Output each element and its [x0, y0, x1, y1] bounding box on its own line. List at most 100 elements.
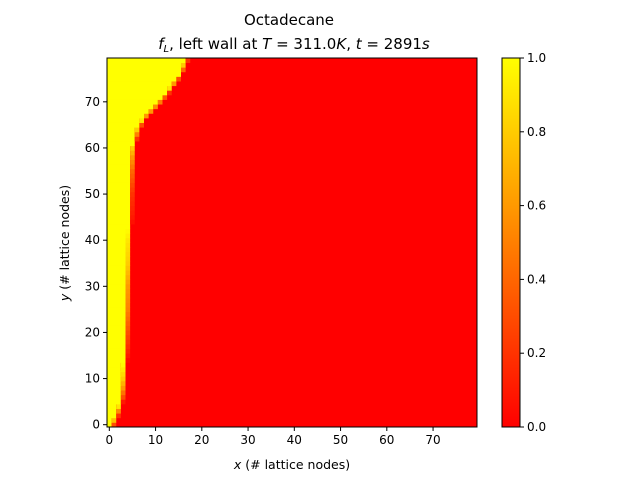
- mushy-cell: [125, 334, 131, 340]
- mushy-cell: [167, 85, 172, 91]
- liquid-row: [107, 260, 126, 266]
- liquid-row: [107, 117, 140, 123]
- liquid-row: [107, 182, 131, 188]
- plot-area: [106, 57, 478, 428]
- mushy-cell: [130, 196, 135, 202]
- liquid-row: [107, 150, 131, 156]
- liquid-row: [107, 196, 131, 202]
- liquid-row: [107, 108, 149, 114]
- mushy-cell: [120, 367, 126, 373]
- liquid-row: [107, 371, 121, 377]
- mushy-cell: [125, 284, 131, 290]
- mushy-cell: [130, 177, 135, 183]
- liquid-row: [107, 67, 181, 73]
- mushy-cell: [125, 279, 131, 285]
- y-tick-label: 40: [85, 233, 100, 247]
- liquid-row: [107, 205, 131, 211]
- mushy-cell: [130, 159, 135, 165]
- liquid-row: [107, 58, 186, 64]
- mushy-cell: [125, 251, 131, 257]
- liquid-row: [107, 316, 126, 322]
- colorbar-tick-label: 0.2: [527, 346, 546, 360]
- liquid-row: [107, 200, 131, 206]
- liquid-row: [107, 403, 117, 409]
- solid-region: [107, 58, 477, 427]
- x-tick-label: 30: [240, 433, 255, 447]
- liquid-row: [107, 104, 154, 110]
- liquid-row: [107, 348, 126, 354]
- x-tick-label: 10: [148, 433, 163, 447]
- liquid-row: [107, 164, 131, 170]
- liquid-row: [107, 279, 126, 285]
- liquid-row: [107, 376, 121, 382]
- mushy-cell: [130, 150, 135, 156]
- liquid-row: [107, 191, 131, 197]
- liquid-row: [107, 173, 131, 179]
- mushy-cell: [120, 385, 126, 391]
- mushy-cell: [130, 219, 135, 225]
- mushy-cell: [125, 311, 131, 317]
- mushy-cell: [167, 90, 172, 96]
- mushy-cell: [125, 307, 131, 313]
- mushy-cell: [153, 104, 158, 110]
- liquid-row: [107, 325, 126, 331]
- liquid-row: [107, 385, 121, 391]
- liquid-row: [107, 394, 121, 400]
- mushy-cell: [130, 187, 135, 193]
- mushy-cell: [157, 99, 163, 105]
- chart-subtitle: fL, left wall at T = 311.0K, t = 2891s: [158, 35, 430, 55]
- mushy-cell: [130, 214, 135, 220]
- liquid-row: [107, 399, 121, 405]
- y-tick-label: 20: [85, 325, 100, 339]
- mushy-cell: [144, 113, 149, 119]
- liquid-row: [107, 247, 126, 253]
- mushy-cell: [111, 422, 117, 428]
- liquid-row: [107, 113, 144, 119]
- liquid-row: [107, 122, 140, 128]
- chart-title: Octadecane: [244, 11, 334, 29]
- mushy-cell: [125, 293, 131, 299]
- x-tick-label: 20: [194, 433, 209, 447]
- liquid-row: [107, 422, 112, 428]
- liquid-row: [107, 219, 131, 225]
- mushy-cell: [120, 390, 126, 396]
- mushy-cell: [185, 58, 191, 64]
- mushy-cell: [130, 182, 135, 188]
- y-axis-ticks: 0 10 20 30 40 50 60 70: [85, 95, 107, 432]
- liquid-row: [107, 168, 131, 174]
- mushy-cell: [125, 302, 131, 308]
- y-tick-label: 0: [92, 418, 100, 432]
- mushy-cell: [125, 339, 131, 345]
- y-tick-label: 60: [85, 141, 100, 155]
- liquid-row: [107, 90, 168, 96]
- mushy-cell: [162, 94, 168, 100]
- liquid-region: [107, 58, 191, 428]
- liquid-row: [107, 85, 168, 91]
- mushy-cell: [125, 325, 131, 331]
- liquid-row: [107, 362, 121, 368]
- mushy-cell: [130, 145, 135, 151]
- mushy-cell: [116, 408, 121, 414]
- y-tick-label: 70: [85, 95, 100, 109]
- mushy-cell: [130, 154, 135, 160]
- y-tick-label: 50: [85, 187, 100, 201]
- mushy-cell: [120, 394, 126, 400]
- mushy-cell: [120, 371, 126, 377]
- colorbar: [501, 57, 521, 428]
- mushy-cell: [134, 127, 140, 133]
- liquid-row: [107, 127, 135, 133]
- colorbar-ticks: 0.0 0.2 0.4 0.6 0.8 1.0: [520, 51, 546, 434]
- mushy-cell: [134, 136, 140, 142]
- x-tick-label: 50: [333, 433, 348, 447]
- mushy-cell: [125, 297, 131, 303]
- mushy-cell: [125, 343, 131, 349]
- colorbar-tick-label: 1.0: [527, 51, 546, 65]
- liquid-row: [107, 302, 126, 308]
- liquid-row: [107, 242, 126, 248]
- liquid-row: [107, 187, 131, 193]
- mushy-cell: [120, 376, 126, 382]
- mushy-cell: [125, 260, 131, 266]
- mushy-cell: [125, 228, 131, 234]
- mushy-cell: [134, 131, 140, 137]
